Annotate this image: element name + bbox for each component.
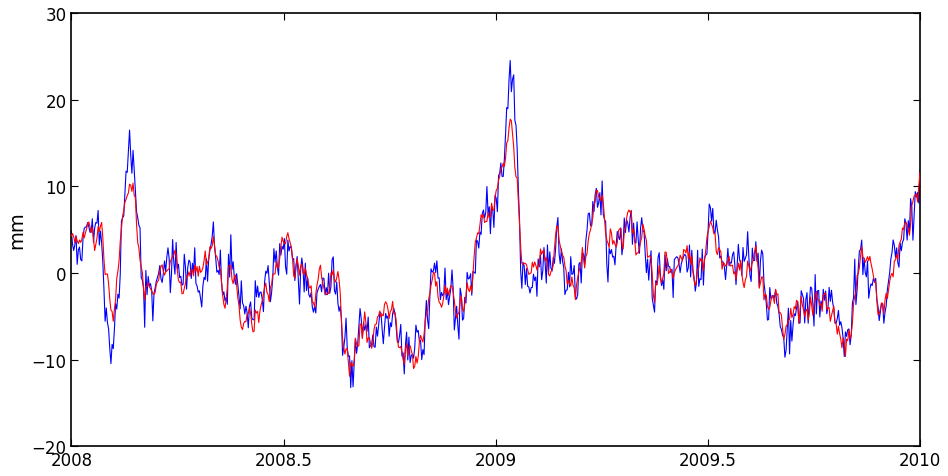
Y-axis label: mm: mm bbox=[7, 211, 26, 249]
